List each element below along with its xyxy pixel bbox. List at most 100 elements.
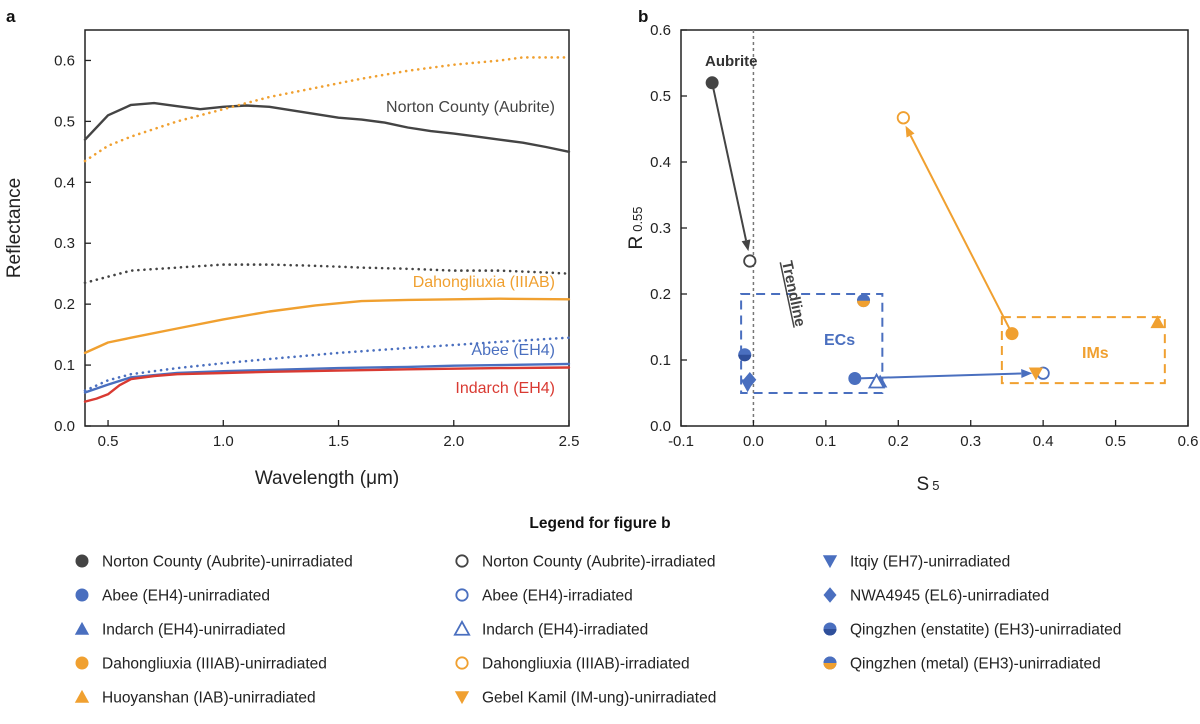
legend-marker bbox=[74, 689, 90, 703]
legend-title: Legend for figure b bbox=[529, 515, 670, 532]
legend-marker bbox=[823, 622, 837, 636]
y-tick-label: 0.5 bbox=[54, 113, 75, 130]
legend-entry-label: Qingzhen (enstatite) (EH3)-unirradiated bbox=[850, 622, 1121, 639]
data-point-5 bbox=[867, 372, 886, 389]
legend-entry-label: Itqiy (EH7)-unirradiated bbox=[850, 554, 1010, 571]
region-box-ims bbox=[1000, 316, 1166, 385]
chart-b-ticks: -0.1 0.0 0.1 0.2 0.3 0.4 0.5 0.60.00.10.20.30.4… bbox=[650, 22, 1198, 450]
legend-marker bbox=[75, 588, 89, 602]
legend-marker bbox=[455, 656, 469, 670]
legend-marker bbox=[74, 621, 90, 635]
x-tick-label: 0.0 bbox=[743, 433, 764, 450]
series-label-2: Dahongliuxia (IIIAB) bbox=[413, 274, 555, 291]
y-tick-label: 0.6 bbox=[650, 22, 671, 39]
trend-arrow-head-0 bbox=[741, 239, 751, 252]
data-point-12 bbox=[738, 348, 752, 362]
chart-b-ylabel: R 0.55 bbox=[626, 206, 647, 249]
legend-marker bbox=[454, 691, 470, 705]
y-tick-label: 0.6 bbox=[54, 52, 75, 69]
chart-a-lines bbox=[83, 56, 571, 403]
data-point-0 bbox=[705, 76, 719, 90]
y-tick-label: 0.3 bbox=[650, 220, 671, 237]
legend-marker bbox=[823, 587, 837, 603]
legend-entry-label: Abee (EH4)-irradiated bbox=[482, 588, 633, 605]
chart-b-points bbox=[705, 76, 1165, 393]
trend-arrow-head-2 bbox=[1021, 369, 1033, 379]
aubrite-annotation: Aubrite bbox=[705, 53, 758, 70]
chart-b-arrows bbox=[711, 82, 1033, 380]
legend-marker bbox=[823, 656, 837, 670]
legend-marker bbox=[75, 554, 89, 568]
series-line-3 bbox=[83, 56, 571, 163]
ecs-annotation: ECs bbox=[824, 332, 855, 349]
chart-b-ylabel-sub: 0.55 bbox=[630, 206, 645, 231]
legend-marker bbox=[75, 656, 89, 670]
legend-entry-label: Dahongliuxia (IIIAB)-irradiated bbox=[482, 656, 690, 673]
x-tick-label: 1.0 bbox=[213, 433, 234, 450]
data-point-2 bbox=[848, 371, 862, 385]
x-tick-label: 0.6 bbox=[1178, 433, 1199, 450]
y-tick-label: 0.2 bbox=[54, 296, 75, 313]
series-label-6: Indarch (EH4) bbox=[455, 380, 555, 397]
x-tick-label: 0.3 bbox=[960, 433, 981, 450]
legend-entry-label: Indarch (EH4)-irradiated bbox=[482, 622, 648, 639]
data-point-11 bbox=[743, 372, 757, 388]
series-line-4 bbox=[83, 362, 571, 394]
chart-a-frame bbox=[84, 29, 570, 427]
series-label-4: Abee (EH4) bbox=[471, 342, 555, 359]
trend-arrow-2 bbox=[854, 372, 1022, 380]
x-tick-label: -0.1 bbox=[668, 433, 694, 450]
series-line-5 bbox=[83, 336, 571, 393]
legend-entry-label: Dahongliuxia (IIIAB)-unirradiated bbox=[102, 656, 327, 673]
chart-b-boxes bbox=[740, 293, 1166, 394]
series-line-0 bbox=[83, 101, 571, 154]
data-point-6 bbox=[1005, 327, 1019, 341]
x-tick-label: 0.5 bbox=[98, 433, 119, 450]
x-tick-label: 0.4 bbox=[1033, 433, 1054, 450]
y-tick-label: 0.4 bbox=[54, 174, 75, 191]
chart-a-line-labels: Norton County (Aubrite) Dahongliuxia (III… bbox=[386, 99, 555, 397]
chart-b: Aubrite Trendline ECs IMs -0.1 0.0 0.1 0.2 0… bbox=[626, 22, 1198, 495]
legend-entry-label: Huoyanshan (IAB)-unirradiated bbox=[102, 690, 316, 707]
chart-b-annotations: Aubrite Trendline ECs IMs bbox=[705, 53, 1109, 362]
series-line-6 bbox=[83, 366, 571, 403]
y-tick-label: 0.3 bbox=[54, 235, 75, 252]
legend-entry-label: Norton County (Aubrite)-irradiated bbox=[482, 554, 715, 571]
x-tick-label: 2.5 bbox=[559, 433, 580, 450]
legend-entry-label: Indarch (EH4)-unirradiated bbox=[102, 622, 286, 639]
y-tick-label: 0.2 bbox=[650, 286, 671, 303]
legend: Norton County (Aubrite)-unirradiated Abee… bbox=[74, 554, 1121, 707]
trend-arrow-1 bbox=[909, 135, 1013, 335]
panel-label-b: b bbox=[638, 7, 648, 26]
chart-a-xlabel: Wavelength (μm) bbox=[255, 468, 399, 489]
legend-entry-label: Gebel Kamil (IM-ung)-unirradiated bbox=[482, 690, 716, 707]
data-point-7 bbox=[896, 111, 910, 125]
data-point-9 bbox=[1028, 367, 1044, 381]
legend-entry-label: Qingzhen (metal) (EH3)-unirradiated bbox=[850, 656, 1101, 673]
x-tick-label: 0.1 bbox=[815, 433, 836, 450]
y-tick-label: 0.4 bbox=[650, 154, 671, 171]
series-label-0: Norton County (Aubrite) bbox=[386, 99, 555, 116]
chart-b-xlabel-sub: 5 bbox=[932, 478, 939, 493]
chart-b-xlabel-main: S bbox=[917, 474, 930, 495]
y-tick-label: 0.1 bbox=[54, 357, 75, 374]
series-line-1 bbox=[83, 263, 571, 285]
x-tick-label: 2.0 bbox=[443, 433, 464, 450]
legend-marker bbox=[455, 588, 469, 602]
legend-marker bbox=[822, 555, 838, 569]
data-point-1 bbox=[743, 254, 757, 268]
chart-a-ylabel: Reflectance bbox=[4, 178, 25, 278]
chart-b-frame bbox=[680, 29, 1189, 427]
trend-arrow-head-1 bbox=[905, 125, 915, 138]
panel-label-a: a bbox=[6, 7, 16, 26]
legend-entry-label: Norton County (Aubrite)-unirradiated bbox=[102, 554, 353, 571]
ims-annotation: IMs bbox=[1082, 345, 1109, 362]
chart-b-ylabel-main: R bbox=[626, 236, 647, 250]
x-tick-label: 0.2 bbox=[888, 433, 909, 450]
legend-entry-label: NWA4945 (EL6)-unirradiated bbox=[850, 588, 1049, 605]
series-line-2 bbox=[83, 297, 571, 355]
x-tick-label: 0.5 bbox=[1105, 433, 1126, 450]
chart-a: Norton County (Aubrite) Dahongliuxia (III… bbox=[4, 29, 580, 489]
